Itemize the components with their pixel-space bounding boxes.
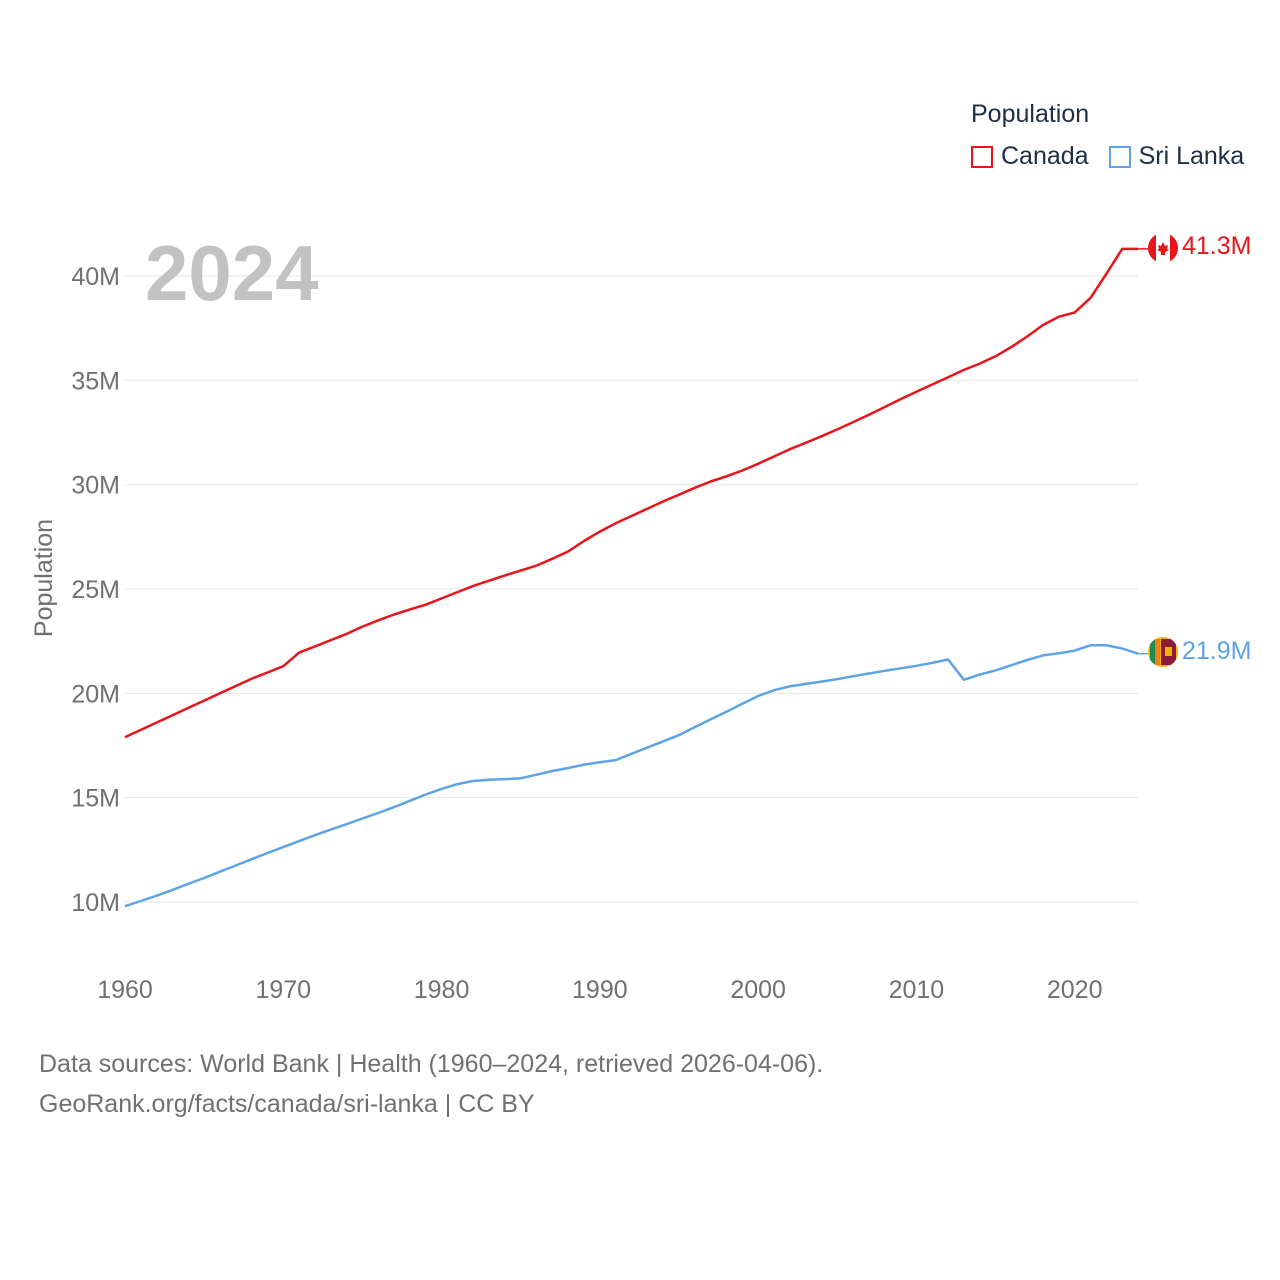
end-labels: 41.3M 21.9M [1182, 232, 1251, 665]
data-sources-text: Data sources: World Bank | Health (1960–… [39, 1050, 824, 1078]
x-tick-label: 1960 [97, 976, 153, 1004]
sri-lanka-flag-icon [1148, 637, 1178, 667]
source-link[interactable]: GeoRank.org/facts/canada/sri-lanka | CC … [39, 1090, 535, 1118]
y-tick-label: 15M [71, 785, 120, 813]
y-tick-label: 25M [71, 576, 120, 604]
legend-swatch-canada [971, 145, 993, 168]
y-axis-ticks: 10M 15M 20M 25M 30M 35M 40M [71, 263, 120, 917]
x-tick-label: 2020 [1047, 976, 1103, 1004]
x-tick-label: 2010 [889, 976, 945, 1004]
legend-swatch-sri-lanka [1108, 145, 1131, 168]
y-tick-label: 35M [71, 367, 120, 395]
legend: Canada Sri Lanka [971, 142, 1264, 171]
y-tick-label: 40M [71, 263, 120, 291]
legend-item-canada[interactable]: Canada [971, 142, 1089, 171]
y-tick-label: 10M [71, 889, 120, 917]
x-tick-label: 1990 [572, 976, 628, 1004]
x-tick-label: 1970 [255, 976, 311, 1004]
x-axis-ticks: 1960 1970 1980 1990 2000 2010 2020 [97, 976, 1102, 1004]
end-markers [1148, 233, 1178, 667]
x-tick-label: 2000 [730, 976, 786, 1004]
sri-lanka-end-label: 21.9M [1182, 637, 1251, 665]
x-tick-label: 1980 [414, 976, 470, 1004]
y-tick-label: 20M [71, 680, 120, 708]
footer: Data sources: World Bank | Health (1960–… [39, 1044, 823, 1124]
canada-end-label: 41.3M [1182, 232, 1251, 260]
legend-item-sri-lanka[interactable]: Sri Lanka [1108, 142, 1245, 171]
y-tick-label: 30M [71, 472, 120, 500]
legend-label-sri-lanka: Sri Lanka [1138, 142, 1245, 170]
series-line-sri-lanka [124, 644, 1139, 908]
legend-label-canada: Canada [1001, 142, 1089, 170]
series-lines [124, 247, 1148, 908]
legend-title: Population [971, 100, 1090, 128]
y-axis-label: Population [30, 519, 58, 637]
canada-flag-icon [1148, 233, 1178, 263]
year-label: 2024 [145, 229, 319, 317]
grid-lines [125, 275, 1138, 903]
series-line-canada [124, 247, 1138, 739]
